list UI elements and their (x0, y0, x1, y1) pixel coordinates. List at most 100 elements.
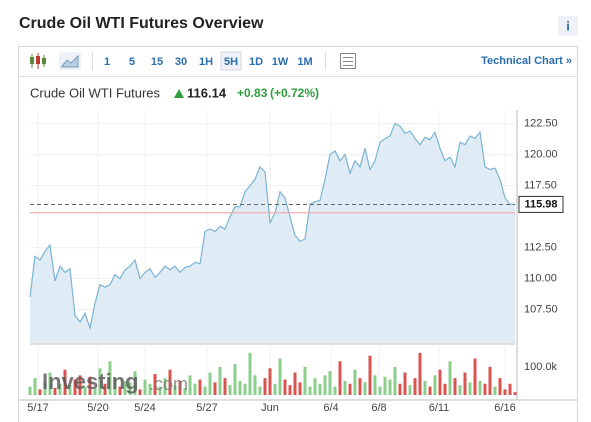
volume-bar (218, 366, 222, 395)
volume-bar (148, 383, 152, 395)
volume-bar (123, 380, 127, 395)
volume-bar (368, 355, 372, 395)
info-button-bg[interactable] (558, 16, 578, 36)
volume-bar (338, 361, 342, 395)
quote-change-pct: (+0.72%) (270, 86, 319, 100)
volume-bar (238, 380, 242, 395)
technical-chart-link[interactable]: Technical Chart » (481, 55, 572, 67)
volume-bar (228, 385, 232, 395)
volume-bar (38, 389, 42, 395)
volume-bar (328, 371, 332, 395)
volume-bar (98, 368, 102, 395)
interval-button[interactable]: 1D (249, 56, 263, 68)
y-tick-label: 110.00 (524, 272, 557, 284)
volume-bar (478, 380, 482, 395)
interval-buttons: 1 5 15 30 1H 5H 1D 1W 1M (104, 51, 313, 71)
volume-bar (233, 364, 237, 395)
interval-button[interactable]: 30 (175, 56, 187, 68)
volume-bar (428, 386, 432, 395)
last-price-label: 115.98 (524, 198, 557, 210)
interval-button[interactable]: 1M (297, 56, 312, 68)
volume-bar (183, 387, 187, 395)
volume-bar (443, 383, 447, 395)
volume-bar (363, 382, 367, 395)
interval-button[interactable]: 1W (272, 56, 289, 68)
area-icon[interactable] (59, 52, 81, 70)
candle-icon[interactable] (30, 53, 46, 69)
volume-bar (113, 378, 117, 395)
volume-bar (308, 386, 312, 395)
volume-bar (143, 379, 147, 395)
volume-bar (393, 366, 397, 395)
volume-bar (93, 387, 97, 395)
volume-bar (483, 383, 487, 395)
volume-bar (158, 386, 162, 395)
interval-button[interactable]: 5 (129, 56, 135, 68)
page-title: Crude Oil WTI Futures Overview (19, 15, 264, 32)
volume-bar (118, 386, 122, 395)
quote-change: +0.83 (237, 86, 268, 100)
volume-bar (438, 369, 442, 395)
last-price-box (518, 195, 564, 213)
volume-bar (383, 376, 387, 395)
volume-bar (278, 358, 282, 395)
y2-tick-label: 100.0k (524, 361, 558, 373)
volume-bar (508, 383, 512, 395)
volume-bar (33, 378, 37, 395)
x-tick-label: 6/16 (494, 402, 515, 414)
volume-bar (373, 375, 377, 395)
volume-bar (78, 375, 82, 395)
volume-bar (513, 392, 517, 395)
x-tick-label: 6/11 (429, 402, 450, 414)
volume-bar (138, 389, 142, 395)
volume-bar (28, 386, 32, 395)
volume-bar (253, 375, 257, 395)
settings-icon[interactable] (340, 53, 356, 69)
volume-bar (248, 352, 252, 395)
y-tick-label: 117.50 (524, 180, 557, 192)
info-button[interactable]: i (566, 18, 570, 33)
volume-bar (178, 380, 182, 395)
quote-price: 116.14 (187, 85, 227, 100)
volume-bar (348, 383, 352, 395)
volume-bar (423, 380, 427, 395)
interval-selected-bg[interactable] (220, 51, 242, 71)
interval-button[interactable]: 1H (199, 56, 213, 68)
volume-bar (288, 385, 292, 395)
interval-button[interactable]: 5H (224, 56, 238, 68)
watermark-suffix: .com (149, 374, 188, 394)
volume-bar (163, 378, 167, 395)
up-arrow (174, 89, 184, 98)
volume-bar (88, 376, 92, 395)
volume-bar (193, 383, 197, 395)
interval-button[interactable]: 1 (104, 56, 110, 68)
volume-bar (468, 382, 472, 395)
volume-bar (83, 386, 87, 395)
volume-bar (293, 372, 297, 395)
volume-bar (463, 372, 467, 395)
interval-button[interactable]: 15 (151, 56, 163, 68)
x-tick-label: 5/17 (27, 402, 48, 414)
volume-bar (68, 385, 72, 395)
volume-bar (358, 378, 362, 395)
x-tick-label: 5/20 (87, 402, 108, 414)
y-tick-label: 122.50 (524, 118, 558, 130)
volume-bar (273, 383, 277, 395)
volume-bar (243, 383, 247, 395)
quote-name: Crude Oil WTI Futures (30, 85, 161, 100)
volume-bar (458, 385, 462, 395)
volume-bar (208, 372, 212, 395)
x-tick-label: 6/4 (323, 402, 338, 414)
volume-bar (453, 378, 457, 395)
volume-bar (418, 352, 422, 395)
volume-bar (63, 369, 67, 395)
volume-bar (313, 378, 317, 395)
y-tick-label: 107.50 (524, 303, 558, 315)
price-area (30, 123, 515, 343)
volume-bar (488, 366, 492, 395)
watermark-brand: Investing (42, 369, 139, 394)
price-line (29, 122, 516, 331)
x-tick-label: 5/24 (134, 402, 155, 414)
volume-bar (128, 382, 132, 395)
volume-bar (408, 385, 412, 395)
